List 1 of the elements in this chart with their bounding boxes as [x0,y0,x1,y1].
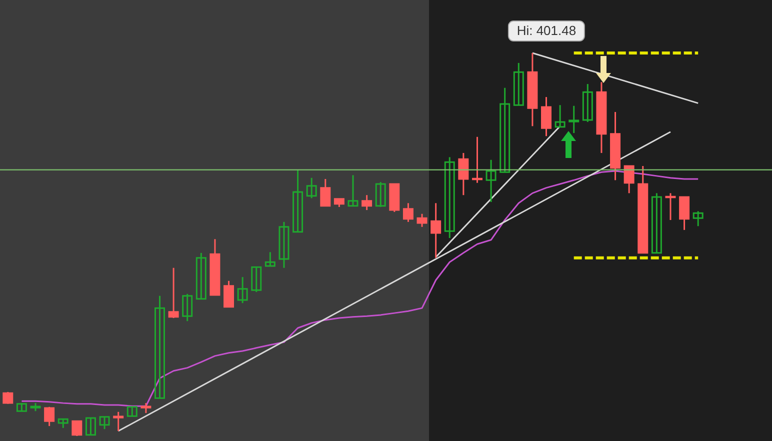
annotation: Hi: 401.48 [516,23,576,38]
